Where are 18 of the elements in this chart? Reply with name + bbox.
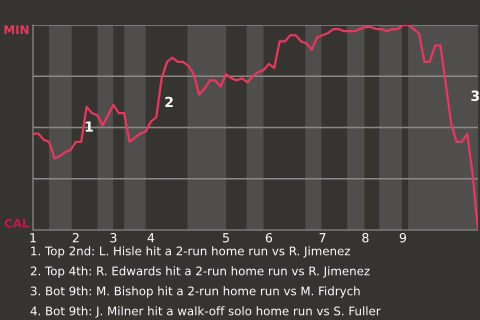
text: 1. Top 2nd: L. Hisle hit a 2-run home run vs R. Jimenez: [31, 246, 350, 258]
text: MIN: [4, 25, 28, 34]
annotation: 1: [86, 121, 93, 132]
x-tick-label: 1: [30, 233, 36, 242]
text: 4. Bot 9th: J. Milner hit a walk-off solo home run vs S. Fuller: [30, 306, 381, 318]
x-tick-label: 3: [110, 233, 116, 242]
text: 3. Bot 9th: M. Bishop hit a 2-run home run vs M. Fidrych: [30, 286, 360, 298]
x-tick-label: 9: [400, 233, 406, 242]
x-tick-label: 4: [148, 233, 154, 242]
x-tick-label: 2: [72, 233, 79, 242]
x-tick-label: 7: [320, 233, 326, 242]
annotation: 2: [165, 96, 173, 107]
x-tick-label: 6: [266, 233, 272, 242]
annotation: 3: [471, 90, 479, 102]
x-tick-label: 8: [362, 233, 369, 242]
x-tick-label: 5: [223, 233, 229, 242]
text: 2. Top 4th: R. Edwards hit a 2-run home run vs R. Jimenez: [30, 266, 370, 278]
text: CAL: [4, 218, 30, 228]
